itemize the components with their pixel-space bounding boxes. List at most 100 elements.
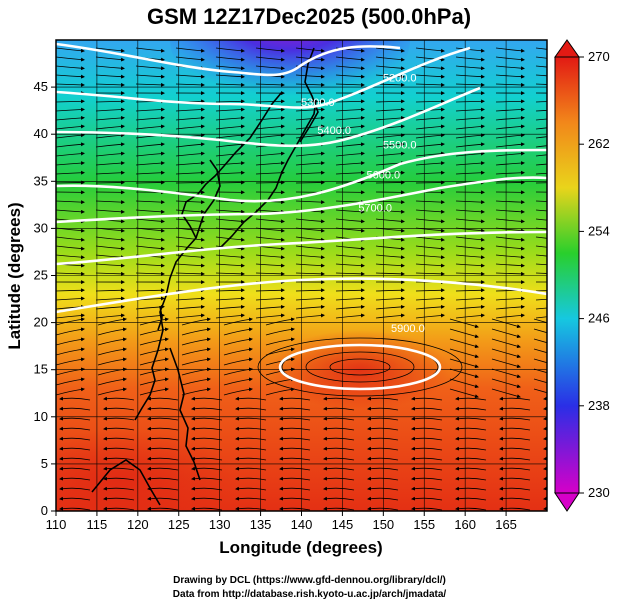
streamline: [59, 446, 91, 451]
streamline: [215, 65, 245, 71]
streamline: [175, 115, 205, 121]
streamline: [223, 337, 253, 346]
streamline: [215, 209, 245, 214]
streamline: [491, 338, 521, 349]
streamline: [175, 236, 205, 242]
streamline: [295, 99, 325, 104]
streamline: [455, 466, 487, 471]
streamline: [499, 446, 531, 451]
streamline: [147, 396, 179, 401]
streamline: [415, 271, 445, 276]
streamline: [533, 348, 547, 354]
streamline: [135, 151, 165, 157]
streamline: [135, 263, 165, 268]
streamline: [533, 328, 547, 334]
streamline: [535, 74, 547, 77]
streamline: [59, 466, 91, 471]
streamline: [335, 313, 365, 319]
streamline: [415, 254, 445, 260]
height-contours: [56, 42, 547, 391]
coast-korea-peninsula: [195, 159, 221, 239]
streamline: [215, 151, 245, 157]
streamline: [415, 142, 445, 148]
streamline: [415, 170, 445, 175]
x-tick-label: 160: [454, 517, 476, 532]
streamline: [95, 133, 125, 139]
streamline: [56, 115, 85, 121]
streamline: [415, 227, 445, 233]
streamline: [215, 115, 245, 121]
streamline: [535, 163, 547, 166]
streamline: [295, 107, 325, 112]
streamline: [295, 236, 325, 242]
streamline: [255, 236, 285, 242]
streamline: [255, 65, 285, 71]
streamline: [533, 338, 547, 344]
streamline: [495, 245, 525, 251]
streamline: [255, 56, 285, 62]
streamline: [491, 328, 521, 339]
streamline: [495, 313, 525, 319]
coast-sakhalin-hokkaido: [299, 47, 319, 143]
streamline: [491, 348, 521, 359]
streamline: [56, 56, 85, 62]
streamline: [323, 396, 355, 401]
streamline: [56, 347, 85, 356]
streamline: [491, 358, 521, 369]
streamline: [95, 74, 125, 79]
streamline: [455, 133, 485, 139]
streamline: [415, 161, 445, 166]
coast-borneo: [91, 459, 161, 506]
streamline: [97, 317, 127, 326]
streamline: [95, 313, 125, 319]
streamline: [335, 161, 365, 166]
streamline: [335, 142, 365, 148]
warm-south-shading: [56, 430, 240, 511]
streamline: [335, 74, 365, 79]
streamline: [375, 107, 405, 112]
streamline: [215, 74, 245, 79]
streamline: [495, 218, 525, 224]
x-tick-label: 145: [332, 517, 354, 532]
streamline: [235, 506, 267, 511]
map-title: GSM 12Z17Dec2025 (500.0hPa): [147, 4, 471, 29]
streamline: [367, 446, 399, 451]
streamline: [95, 47, 125, 53]
contour-label: 5200.0: [383, 72, 417, 84]
streamline: [499, 436, 531, 441]
streamline: [215, 82, 245, 87]
streamline: [455, 313, 485, 319]
streamline: [235, 456, 267, 461]
streamline: [56, 387, 85, 396]
streamline: [191, 416, 223, 421]
streamline: [235, 406, 267, 411]
streamline: [499, 426, 531, 431]
streamline: [97, 377, 127, 386]
streamline: [181, 357, 211, 366]
streamline: [103, 446, 135, 451]
streamline: [191, 426, 223, 431]
contour-5700: [56, 230, 547, 266]
streamline: [95, 161, 125, 166]
streamline: [181, 337, 211, 346]
streamline: [455, 436, 487, 441]
streamline: [175, 107, 205, 112]
streamline: [415, 313, 445, 319]
streamline: [215, 99, 245, 104]
streamline: [215, 161, 245, 166]
streamline: [415, 288, 445, 293]
streamline: [255, 271, 285, 276]
colorbar-tick-label: 254: [588, 223, 610, 238]
streamline: [455, 496, 487, 501]
streamline: [535, 109, 547, 112]
colorbar-body: [554, 56, 580, 494]
streamline: [295, 82, 325, 87]
streamline: [543, 506, 547, 511]
streamline: [56, 288, 85, 293]
streamline: [533, 318, 547, 324]
streamline: [367, 466, 399, 471]
streamline: [59, 426, 91, 431]
streamline: [495, 236, 525, 242]
streamline: [255, 161, 285, 166]
